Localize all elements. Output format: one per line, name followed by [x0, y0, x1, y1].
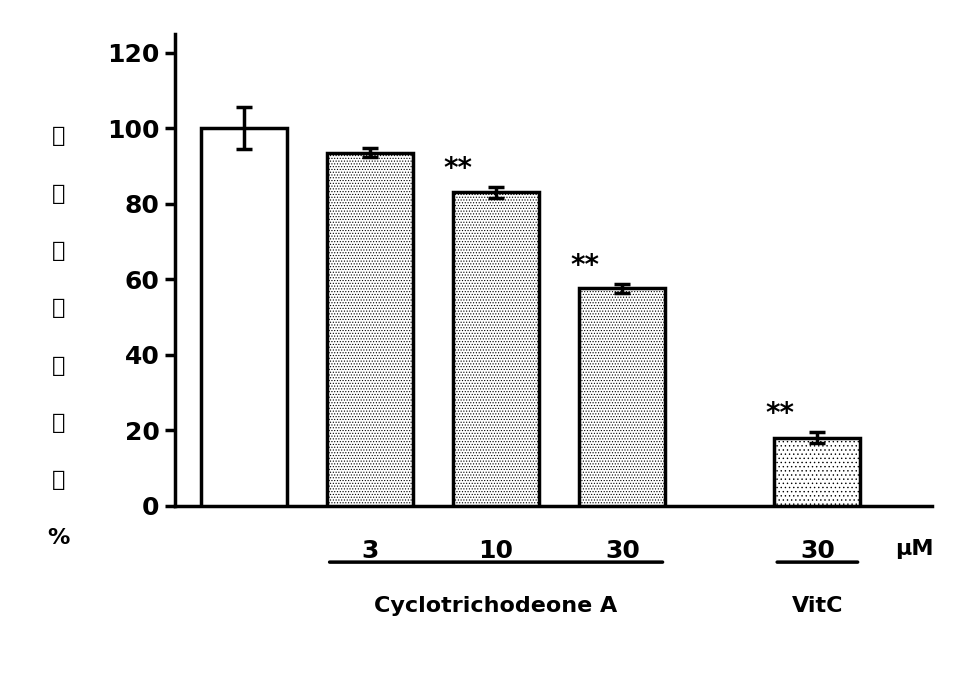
Text: **: ** [570, 252, 599, 280]
Bar [327, 152, 413, 506]
Text: %: % [47, 528, 70, 547]
Text: 30: 30 [800, 539, 835, 563]
Text: 10: 10 [479, 539, 514, 563]
Bar [775, 437, 860, 506]
Bar [201, 128, 286, 506]
Bar [580, 288, 665, 506]
Text: 3: 3 [361, 539, 379, 563]
Text: μM: μM [895, 539, 933, 559]
Bar [453, 192, 539, 506]
Text: **: ** [765, 400, 794, 428]
Text: 量: 量 [51, 470, 65, 490]
Text: **: ** [444, 155, 473, 183]
Text: VitC: VitC [791, 596, 843, 616]
Text: 含: 含 [51, 413, 65, 433]
Text: 由: 由 [51, 299, 65, 318]
Text: Cyclotrichodeone A: Cyclotrichodeone A [375, 596, 618, 616]
Text: 30: 30 [605, 539, 640, 563]
Text: 对: 对 [51, 184, 65, 204]
Text: 相: 相 [51, 127, 65, 146]
Text: 自: 自 [51, 241, 65, 261]
Text: 基: 基 [51, 356, 65, 375]
